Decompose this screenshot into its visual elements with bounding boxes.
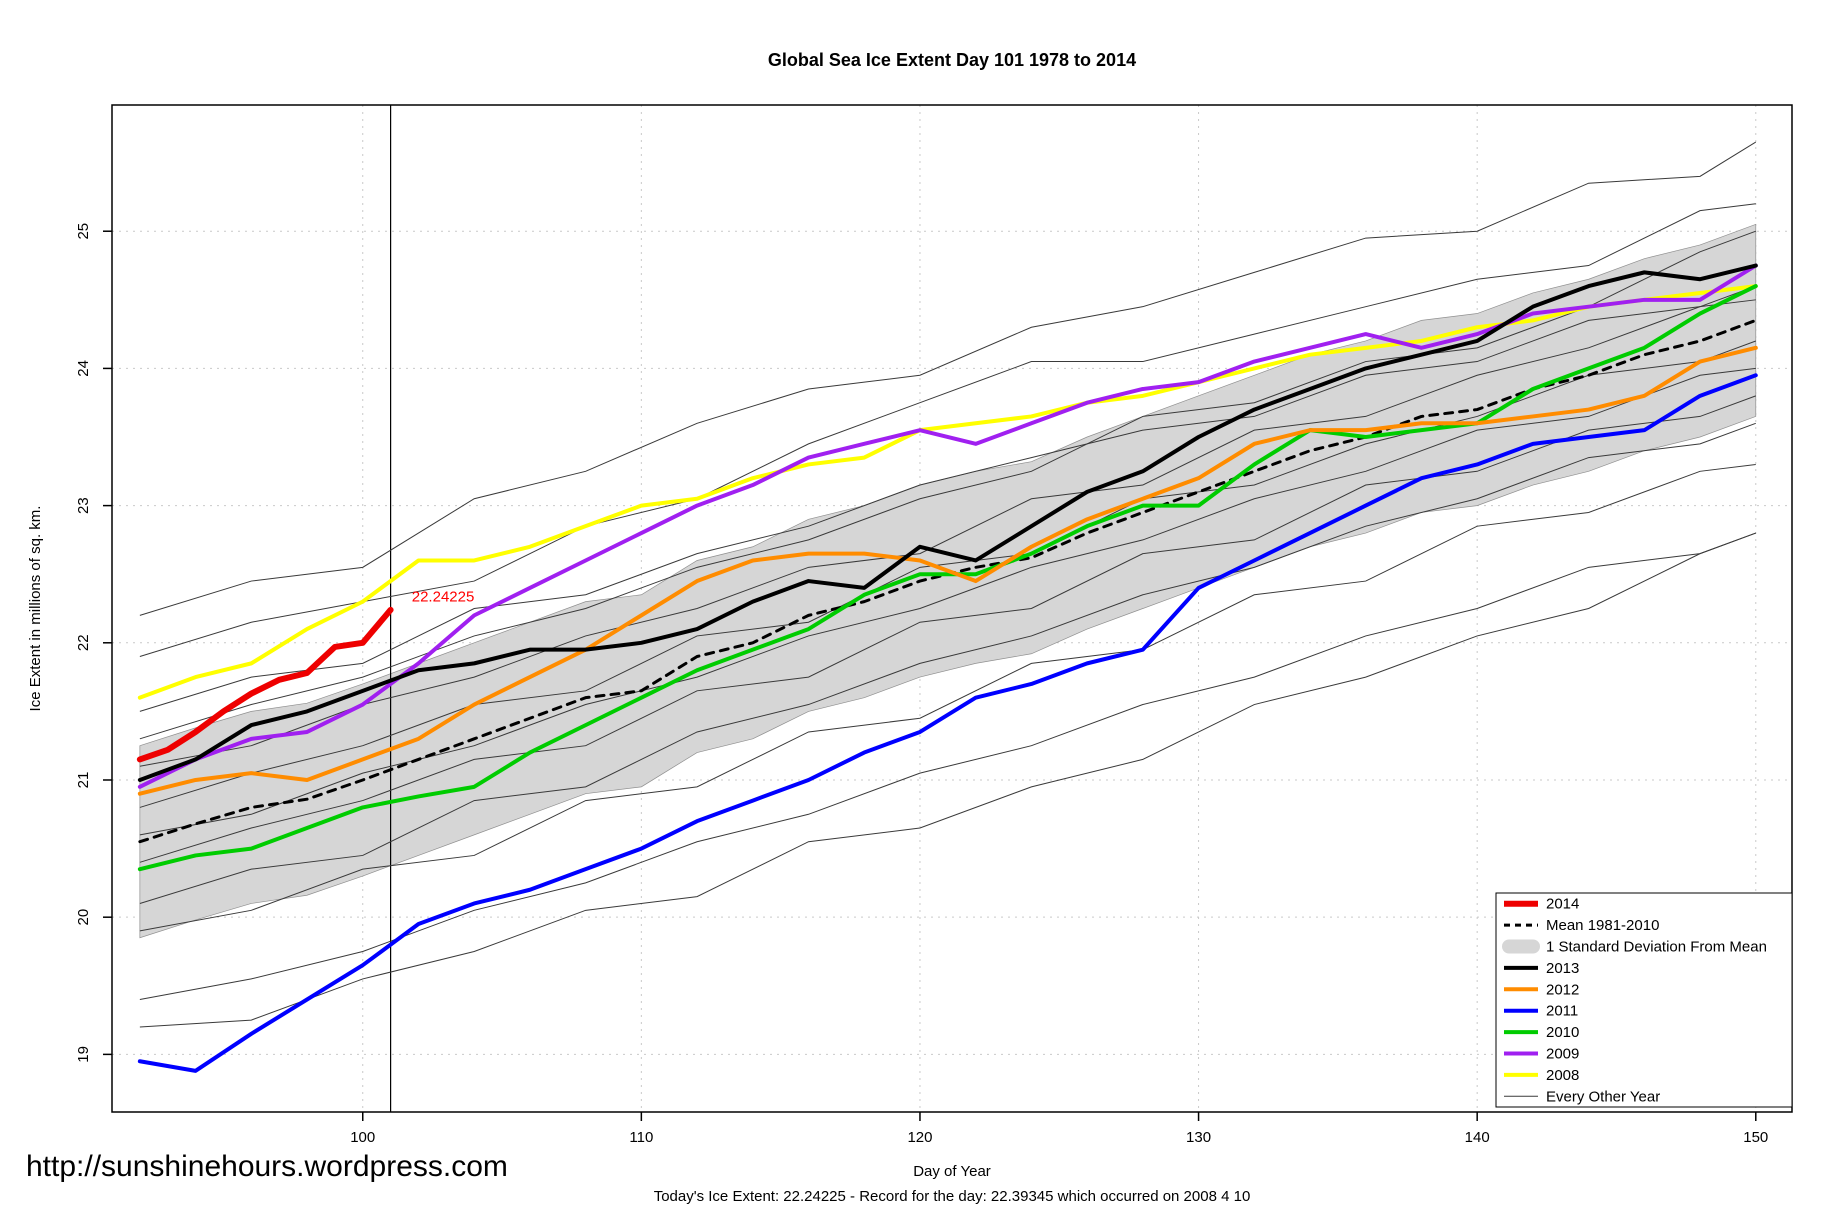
plot-border xyxy=(111,104,1793,1113)
other-year-line xyxy=(139,230,1756,740)
legend-label: 2011 xyxy=(1546,1003,1578,1020)
other-year-line xyxy=(139,141,1757,616)
y-tick-label: 23 xyxy=(75,497,92,514)
other-year-line xyxy=(139,463,1756,932)
series-2012 xyxy=(137,345,1758,796)
other-year-line xyxy=(139,532,1756,1028)
legend-label: 2014 xyxy=(1546,896,1579,913)
x-tick-label: 150 xyxy=(1743,1129,1768,1146)
legend: 2014 Mean 1981-2010 1 Standard Deviation F… xyxy=(1495,892,1793,1108)
x-axis-label: Day of Year xyxy=(913,1163,991,1180)
chart-title: Global Sea Ice Extent Day 101 1978 to 20… xyxy=(767,50,1137,70)
series-2011 xyxy=(137,373,1758,1073)
series-2008 xyxy=(137,284,1758,700)
current-extent-annotation: 22.24225 xyxy=(412,589,475,606)
series-2009 xyxy=(137,263,1758,789)
other-year-line xyxy=(139,532,1756,1000)
legend-label: 2012 xyxy=(1546,981,1579,998)
series-2010 xyxy=(137,284,1758,872)
y-tick-label: 21 xyxy=(75,772,92,789)
legend-box xyxy=(1495,892,1793,1108)
legend-label: Mean 1981-2010 xyxy=(1546,917,1659,934)
legend-label: 1 Standard Deviation From Mean xyxy=(1546,939,1767,956)
y-tick-label: 24 xyxy=(75,360,92,377)
std-dev-band xyxy=(139,223,1757,939)
today-extent-caption: Today's Ice Extent: 22.24225 - Record fo… xyxy=(653,1188,1251,1205)
x-tick-label: 140 xyxy=(1465,1129,1490,1146)
y-axis-label: Ice Extent in millions of sq. km. xyxy=(27,506,44,712)
x-tick-label: 120 xyxy=(907,1129,932,1146)
legend-label: 2008 xyxy=(1546,1067,1579,1084)
other-year-line xyxy=(139,395,1756,863)
other-year-line xyxy=(139,203,1756,657)
x-tick-label: 130 xyxy=(1186,1129,1211,1146)
other-year-lines xyxy=(139,141,1757,1028)
legend-label: 2013 xyxy=(1546,960,1579,977)
x-tick-label: 110 xyxy=(629,1129,653,1146)
legend-label: 2009 xyxy=(1546,1046,1579,1063)
y-tick-label: 20 xyxy=(75,909,92,926)
legend-label: 2010 xyxy=(1546,1024,1579,1041)
source-url: http://sunshinehours.wordpress.com xyxy=(26,1150,508,1183)
other-year-line xyxy=(139,285,1756,712)
other-year-line xyxy=(139,299,1756,767)
y-tick-label: 22 xyxy=(75,634,92,651)
y-tick-label: 19 xyxy=(75,1046,92,1063)
axes: 100 110 120 130 140 150 19 20 21 22 23 24 25 Day of Y… xyxy=(27,223,1768,1180)
series-2014 xyxy=(136,606,394,763)
x-tick-label: 100 xyxy=(350,1129,375,1146)
series-2013 xyxy=(137,263,1758,782)
other-year-line xyxy=(139,422,1756,904)
y-tick-label: 25 xyxy=(75,223,92,240)
legend-label: Every Other Year xyxy=(1546,1088,1660,1105)
legend-band-swatch xyxy=(1502,939,1540,954)
